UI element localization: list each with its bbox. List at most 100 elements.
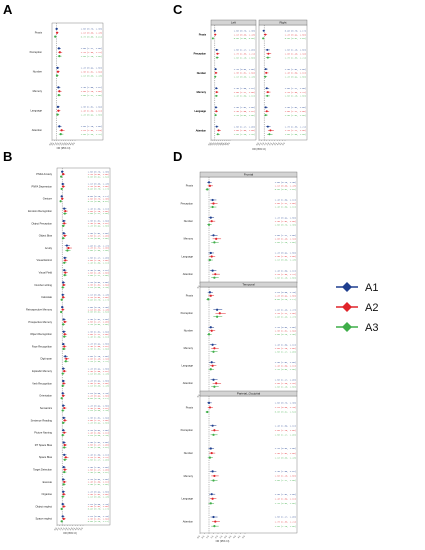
panel-b-category-label: Prospective Memory <box>28 320 52 324</box>
panel-d-parietal-occipital-point-a1 <box>209 447 212 450</box>
panel-c-right-strip <box>258 19 308 26</box>
panel-c-right-value-label-a3: 1.60 (1.25, 2.08) <box>285 95 306 98</box>
panel-c-right-point-a2 <box>265 71 268 74</box>
panel-d-frontal-category-label: Memory <box>184 237 194 241</box>
panel-d-parietal-occipital-value-label-a3: 1.60 (1.25, 2.08) <box>275 525 296 528</box>
panel-d-parietal-occipital-category-label: Perception <box>181 428 194 432</box>
panel-b-point-a2 <box>63 333 66 336</box>
panel-d-parietal-occipital-tick-label: 3.0 <box>224 535 228 539</box>
panel-b-point-a3 <box>63 335 66 338</box>
panel-a-point-a3 <box>55 74 59 77</box>
panel-d-parietal-occipital-point-a1 <box>210 493 213 496</box>
panel-b-point-a1 <box>62 330 65 333</box>
panel-c-left-point-a2 <box>216 52 219 55</box>
panel-d-temporal-category-label: Attention <box>183 381 194 385</box>
panel-c-left-point-a1 <box>215 87 218 90</box>
panel-c-left-tick-label: 3.0 <box>220 142 224 146</box>
panel-d-temporal-point-a2 <box>211 364 214 367</box>
panel-c-right-tick-label: 1.5 <box>264 142 268 146</box>
panel-b-point-a1 <box>62 232 65 235</box>
panel-b-category-label: Episodic Memory <box>32 369 53 373</box>
panel-c-right-value-label-a1: 1.50 (1.17, 1.95) <box>285 87 306 90</box>
panel-d-frontal-value-label-a3: 1.00 (0.78, 1.30) <box>275 223 296 226</box>
panel-a-tick-label: 4.0 <box>68 142 72 146</box>
panel-d-temporal-category-label: Number <box>184 329 193 333</box>
panel-c-right-value-label-a2: 1.20 (0.94, 1.56) <box>285 33 306 36</box>
panel-b-value-label-a3: 1.10 (0.86, 1.43) <box>88 495 109 498</box>
panel-c-left-value-label-a3: 1.80 (1.40, 2.34) <box>234 133 255 136</box>
panel-b-value-label-a3: 1.50 (1.17, 1.95) <box>88 212 109 215</box>
panel-label-d: D <box>173 149 182 164</box>
panel-b-value-label-a2: 1.30 (1.01, 1.69) <box>88 493 109 496</box>
panel-b-value-label-a1: 1.90 (1.48, 2.47) <box>88 244 109 247</box>
panel-b-point-a1 <box>61 293 64 296</box>
panel-c-left-value-label-a3: 1.40 (1.09, 1.82) <box>234 95 255 98</box>
panel-b-value-label-a2: 1.50 (1.17, 1.95) <box>88 444 109 447</box>
panel-b-value-label-a2: 1.80 (1.40, 2.34) <box>88 358 109 361</box>
panel-d-parietal-occipital-value-label-a1: 1.00 (0.78, 1.30) <box>275 402 296 405</box>
panel-d-parietal-occipital-tick-label: 1.0 <box>206 535 210 539</box>
panel-label-b: B <box>3 149 12 164</box>
panel-c-right-value-label-a1: 1.70 (1.33, 2.21) <box>285 125 306 128</box>
panel-d-parietal-occipital-point-a2 <box>210 451 213 455</box>
panel-b-value-label-a3: 1.40 (1.09, 1.82) <box>88 335 109 338</box>
panel-c-right-tick-label: 0.0 <box>256 142 260 146</box>
panel-d-frontal-point-a1 <box>209 216 212 219</box>
panel-b-value-label-a3: 1.10 (0.86, 1.43) <box>88 385 109 388</box>
panel-c-left-value-label-a3: 1.20 (0.94, 1.56) <box>234 114 255 117</box>
panel-c-left-point-a3 <box>214 114 217 117</box>
panel-b-point-a2 <box>62 505 65 508</box>
panel-b-value-label-a1: 1.30 (1.01, 1.69) <box>88 417 109 420</box>
panel-b-value-label-a3: 1.10 (0.86, 1.43) <box>88 409 109 412</box>
panel-b-value-label-a3: 0.90 (0.70, 1.17) <box>88 508 109 511</box>
panel-c-left-value-label-a2: 1.40 (1.09, 1.82) <box>234 110 255 113</box>
panel-b-category-label: RT Space Bias <box>35 443 53 447</box>
legend: A1 A2 A3 <box>336 282 378 334</box>
panel-d-frontal-point-a1 <box>211 198 214 202</box>
panel-b-point-a2 <box>63 443 66 447</box>
panel-b-category-label: Sentence Reading <box>31 418 53 422</box>
panel-c-right-category-label: Perception <box>194 52 207 56</box>
panel-b-point-a3 <box>62 347 65 351</box>
panel-b-point-a1 <box>60 195 63 198</box>
panel-c-left-tick-label: 3.5 <box>221 142 225 146</box>
panel-b-point-a3 <box>61 409 64 412</box>
panel-b-point-a2 <box>62 283 65 287</box>
panel-d-temporal-value-label-a1: 1.30 (1.01, 1.69) <box>275 361 296 364</box>
panel-b-value-label-a3: 1.10 (0.86, 1.43) <box>88 372 109 375</box>
panel-c-left-value-label-a3: 0.50 (0.39, 0.65) <box>234 37 255 40</box>
panel-d-temporal-point-a1 <box>216 308 219 311</box>
panel-b-point-a2 <box>63 370 66 373</box>
panel-b-category-label: Execute <box>43 480 53 484</box>
panel-b-value-label-a3: 1.70 (1.33, 2.21) <box>88 360 109 363</box>
panel-a-point-a2 <box>56 70 60 73</box>
panel-c-left-category-label: Praxis <box>199 32 207 36</box>
panel-d-parietal-occipital-tick-label: 0.0 <box>197 535 201 539</box>
panel-d-frontal-point-a2 <box>210 255 213 258</box>
panel-b-axis-title: OR (95% CI) <box>63 532 77 535</box>
panel-c-left-value-label-a1: 1.40 (1.09, 1.82) <box>234 87 255 90</box>
panel-b-category-label: Number writing <box>35 283 53 287</box>
panel-b-category-label: Visual Extinct <box>36 258 52 262</box>
panel-d-parietal-occipital-tick-label: 4.5 <box>238 535 242 539</box>
panel-d-parietal-occipital-tick-label: 2.5 <box>220 535 224 539</box>
panel-c-left-tick-label: 2.5 <box>218 142 222 146</box>
panel-d-parietal-occipital-tick-label: 3.5 <box>229 535 233 539</box>
panel-b-tick-label: 1.5 <box>62 527 66 531</box>
panel-d-frontal-point-a3 <box>206 188 209 191</box>
panel-c-right-value-label-a2: 1.80 (1.40, 2.34) <box>285 52 306 55</box>
panel-c-right-point-a3 <box>262 37 265 40</box>
panel-label-c: C <box>173 2 183 17</box>
panel-b-value-label-a1: 1.20 (0.94, 1.56) <box>88 281 109 284</box>
panel-b-point-a1 <box>62 281 65 284</box>
legend-label-a1: A1 <box>365 282 378 294</box>
panel-b-value-label-a2: 1.40 (1.09, 1.82) <box>88 345 109 348</box>
panel-d-frontal-category-label: Language <box>181 254 193 258</box>
panel-a-value-label-a1: 1.00 (0.78, 1.30) <box>81 28 102 31</box>
panel-b-point-a2 <box>63 480 66 484</box>
panel-d-frontal-strip-label: Frontal <box>244 173 254 177</box>
panel-a-value-label-a1: 1.50 (1.17, 1.95) <box>81 47 102 50</box>
panel-b-value-label-a3: 0.90 (0.70, 1.17) <box>88 397 109 400</box>
panel-a-point-a1 <box>56 105 60 108</box>
panel-b-tick-label: 1.0 <box>59 527 63 531</box>
